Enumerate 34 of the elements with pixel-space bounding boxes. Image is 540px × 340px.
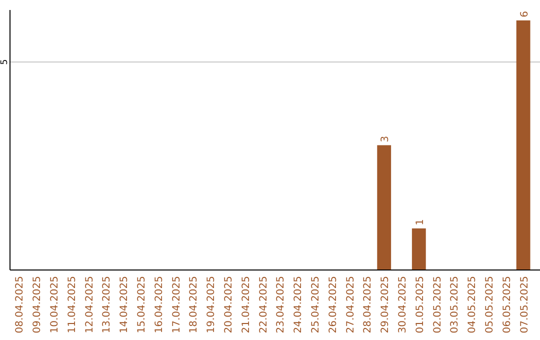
x-tick-label: 27.04.2025: [345, 276, 356, 334]
x-tick-label: 07.05.2025: [519, 276, 530, 334]
x-tick-label: 18.04.2025: [188, 276, 200, 334]
x-tick-label: 02.05.2025: [432, 276, 444, 334]
x-tick-label: 23.04.2025: [276, 276, 287, 334]
x-tick-label: 05.05.2025: [484, 276, 496, 334]
y-tick-label: 5: [0, 59, 10, 65]
x-tick-label: 12.04.2025: [84, 276, 96, 334]
x-tick-label: 29.04.2025: [380, 276, 392, 334]
x-tick-label: 21.04.2025: [240, 276, 252, 334]
x-tick-label: 01.05.2025: [414, 276, 426, 334]
x-tick-label: 04.05.2025: [467, 276, 478, 334]
x-tick-label: 08.04.2025: [14, 276, 26, 334]
x-tick-label: 24.04.2025: [293, 276, 304, 334]
x-tick-label: 17.04.2025: [171, 276, 182, 334]
x-tick-label: 25.04.2025: [310, 276, 322, 334]
x-tick-label: 15.04.2025: [136, 276, 148, 334]
x-tick-label: 03.05.2025: [450, 276, 461, 334]
data-label: 3: [380, 136, 392, 142]
x-tick-label: 11.04.2025: [66, 276, 78, 334]
data-label: 1: [414, 219, 426, 226]
x-tick-label: 06.05.2025: [502, 276, 513, 334]
x-tick-label: 30.04.2025: [398, 276, 408, 334]
x-tick-label: 09.04.2025: [32, 276, 44, 334]
x-tick-label: 10.04.2025: [50, 276, 60, 334]
x-tick-label: 16.04.2025: [154, 276, 165, 334]
data-label: 6: [519, 11, 530, 18]
x-tick-label: 22.04.2025: [258, 276, 270, 334]
x-tick-label: 19.04.2025: [206, 276, 218, 334]
x-tick-label: 13.04.2025: [102, 276, 113, 334]
x-tick-label: 28.04.2025: [362, 276, 374, 334]
x-tick-label: 26.04.2025: [328, 276, 339, 334]
x-tick-label: 14.04.2025: [119, 276, 130, 334]
x-tick-label: 20.04.2025: [224, 276, 234, 334]
